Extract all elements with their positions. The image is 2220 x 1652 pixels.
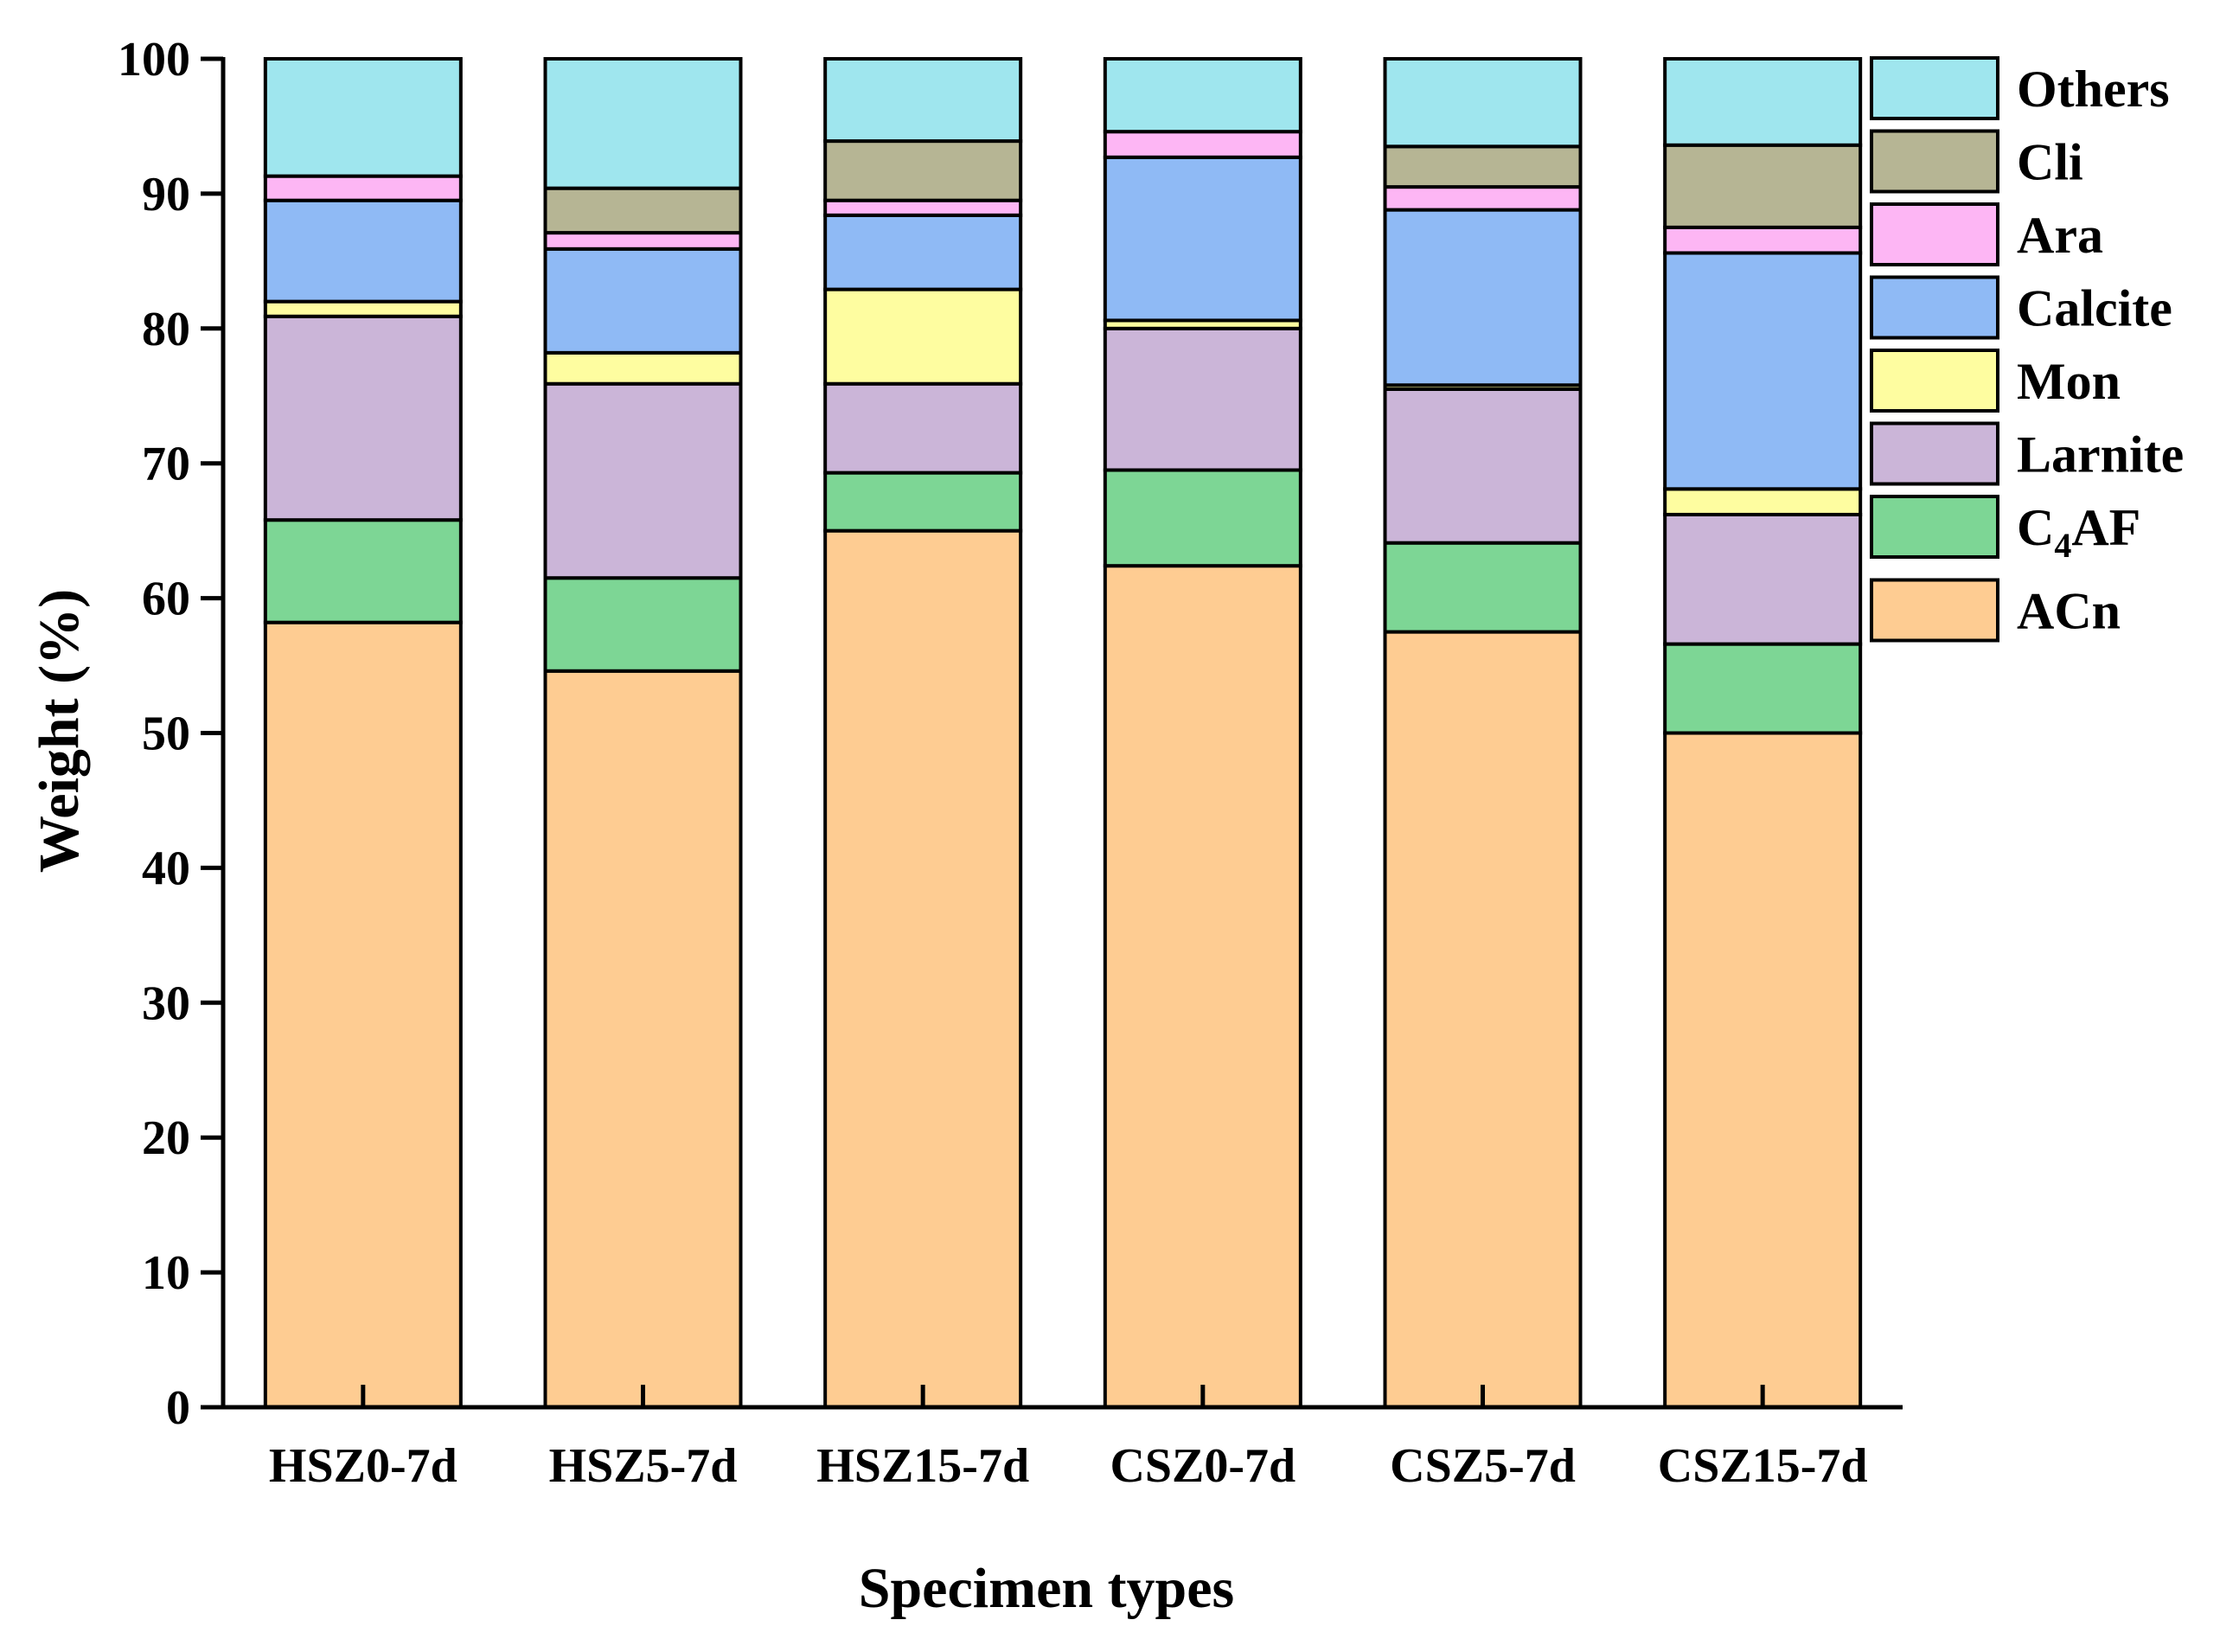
bar-segment-csz5-7d-calcite [1383, 208, 1583, 387]
bar-segment-hsz0-7d-ara [263, 174, 463, 202]
bar-segment-hsz15-7d-others [823, 57, 1023, 144]
y-tick-label: 20 [142, 1111, 190, 1165]
bar-segment-hsz5-7d-ara [543, 231, 743, 251]
x-tick-label: HSZ0-7d [269, 1439, 457, 1493]
x-axis-title: Specimen types [859, 1557, 1234, 1620]
bar-segment-hsz15-7d-larnite [823, 381, 1023, 475]
y-tick-label: 50 [142, 708, 190, 761]
bar-segment-csz0-7d-acn [1103, 564, 1302, 1409]
bar-segment-hsz0-7d-others [263, 57, 463, 178]
bar-segment-hsz0-7d-calcite [263, 198, 463, 304]
legend-swatch-mon [1870, 349, 1999, 413]
bar-segment-csz15-7d-larnite [1663, 512, 1863, 646]
axes-layer: HSZ0-7d HSZ5-7d HSZ15-7d CSZ0-7d CSZ5-7d CSZ1… [118, 33, 1903, 1493]
x-tick-label: CSZ15-7d [1658, 1439, 1868, 1493]
legend-label-others: Others [2017, 61, 2170, 118]
bar-segment-csz0-7d-ara [1103, 130, 1302, 159]
bar-segment-hsz5-7d-larnite [543, 381, 743, 580]
x-tick-label: HSZ15-7d [816, 1439, 1029, 1493]
bar-segment-csz0-7d-calcite [1103, 155, 1302, 323]
legend: Others Cli Ara Calcite Mon Larnite C4AF ACn [1870, 56, 2184, 643]
x-tick-label: CSZ0-7d [1110, 1439, 1296, 1493]
y-tick-label: 40 [142, 842, 190, 895]
bar-segment-hsz15-7d-mon [823, 287, 1023, 386]
bar-segment-csz15-7d-cli [1663, 143, 1863, 229]
legend-swatch-cli [1870, 129, 1999, 194]
legend-label-larnite: Larnite [2017, 426, 2184, 483]
bar-segment-hsz5-7d-others [543, 57, 743, 190]
bar-segment-csz15-7d-ara [1663, 225, 1863, 255]
bar-segment-hsz5-7d-acn [543, 669, 743, 1409]
bar-segment-hsz15-7d-cli [823, 139, 1023, 202]
bars-layer [263, 57, 1863, 1409]
legend-swatch-others [1870, 56, 1999, 120]
y-tick-label: 80 [142, 303, 190, 356]
bar-segment-csz15-7d-others [1663, 57, 1863, 147]
bar-segment-csz5-7d-acn [1383, 630, 1583, 1409]
bar-segment-csz0-7d-larnite [1103, 326, 1302, 472]
legend-swatch-ara [1870, 202, 1999, 266]
bar-segment-hsz5-7d-c4af [543, 576, 743, 673]
bar-segment-hsz0-7d-mon [263, 299, 463, 318]
y-tick-label: 30 [142, 976, 190, 1030]
x-tick-label: CSZ5-7d [1390, 1439, 1576, 1493]
legend-label-mon: Mon [2017, 353, 2121, 410]
bar-segment-csz5-7d-ara [1383, 185, 1583, 212]
bar-segment-hsz15-7d-acn [823, 528, 1023, 1409]
bar-segment-csz5-7d-larnite [1383, 387, 1583, 545]
bar-segment-csz0-7d-others [1103, 57, 1302, 134]
bar-segment-hsz5-7d-cli [543, 186, 743, 235]
legend-label-ara: Ara [2017, 207, 2103, 264]
bar-segment-hsz0-7d-acn [263, 620, 463, 1409]
bar-segment-hsz15-7d-c4af [823, 471, 1023, 533]
legend-swatch-acn [1870, 578, 1999, 643]
bar-segment-hsz0-7d-c4af [263, 518, 463, 624]
y-tick-label: 60 [142, 573, 190, 626]
bar-segment-hsz5-7d-mon [543, 350, 743, 386]
y-tick-label: 0 [166, 1381, 190, 1435]
bar-segment-csz0-7d-c4af [1103, 468, 1302, 568]
bar-segment-csz15-7d-c4af [1663, 642, 1863, 735]
bar-segment-csz15-7d-acn [1663, 731, 1863, 1409]
y-tick-label: 100 [118, 33, 190, 86]
bar-segment-hsz15-7d-calcite [823, 213, 1023, 291]
legend-label-cli: Cli [2017, 134, 2083, 191]
bar-segment-csz5-7d-others [1383, 57, 1583, 149]
bar-segment-csz5-7d-c4af [1383, 541, 1583, 634]
y-tick-label: 90 [142, 168, 190, 221]
bar-segment-csz15-7d-calcite [1663, 251, 1863, 491]
legend-label-calcite: Calcite [2017, 280, 2172, 337]
bar-segment-hsz15-7d-ara [823, 198, 1023, 217]
bar-segment-hsz5-7d-calcite [543, 247, 743, 355]
legend-label-c4af: C4AF [2017, 499, 2140, 565]
legend-label-acn: ACn [2017, 583, 2121, 640]
legend-swatch-larnite [1870, 421, 1999, 486]
legend-swatch-c4af [1870, 495, 1999, 559]
y-axis-title: Weight (%) [28, 589, 91, 873]
legend-swatch-calcite [1870, 275, 1999, 340]
x-tick-label: HSZ5-7d [549, 1439, 738, 1493]
bar-segment-csz15-7d-mon [1663, 487, 1863, 516]
y-tick-label: 10 [142, 1246, 190, 1300]
bar-segment-csz5-7d-cli [1383, 144, 1583, 189]
y-tick-label: 70 [142, 438, 190, 491]
bar-segment-hsz0-7d-larnite [263, 314, 463, 522]
